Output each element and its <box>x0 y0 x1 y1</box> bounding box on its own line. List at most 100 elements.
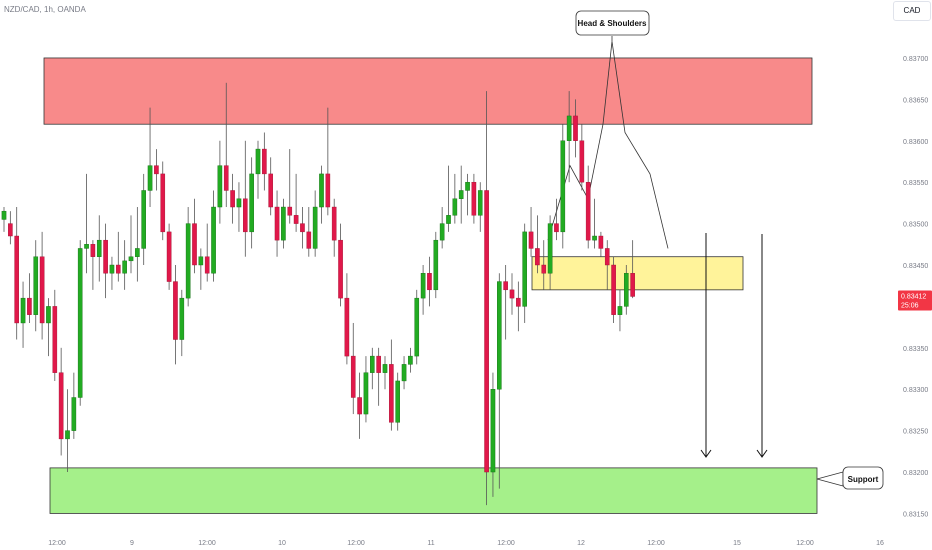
candle-up <box>312 206 318 249</box>
countdown-label: 25:06 <box>901 302 919 309</box>
price-tick-label: 0.83350 <box>903 346 928 353</box>
candle-down <box>204 256 210 274</box>
candle-down <box>115 264 121 274</box>
candle-up <box>77 248 83 398</box>
candle-up <box>477 190 483 216</box>
candle-down <box>166 231 172 282</box>
candle-down <box>52 306 58 373</box>
candle-down <box>306 231 312 249</box>
candle-down <box>268 173 274 208</box>
candle-down <box>223 165 229 191</box>
candle-down <box>509 289 515 299</box>
candle-up <box>281 206 286 241</box>
candle-down <box>27 297 32 315</box>
candle-down <box>103 239 108 274</box>
time-tick-label: 12:00 <box>198 540 216 547</box>
neckline-zone <box>531 256 744 291</box>
candle-down <box>192 223 197 266</box>
candle-up <box>401 364 407 382</box>
candle-up <box>617 306 623 315</box>
candle-down <box>484 190 489 473</box>
price-tick-label: 0.83500 <box>903 222 928 229</box>
candle-down <box>471 181 477 216</box>
candle-up <box>408 355 413 365</box>
time-tick-label: 16 <box>876 540 884 547</box>
candle-up <box>624 273 629 307</box>
candle-up <box>236 198 242 208</box>
candle-down <box>338 239 343 299</box>
candle-down <box>598 235 604 249</box>
price-tick-label: 0.83300 <box>903 387 928 394</box>
time-tick-label: 12:00 <box>347 540 365 547</box>
candle-up <box>46 306 51 324</box>
candle-up <box>522 231 527 307</box>
time-tick-label: 15 <box>733 540 741 547</box>
symbol-line: NZD/CAD, 1h, OANDA <box>4 5 86 14</box>
candle-up <box>458 190 464 199</box>
candle-up <box>20 297 26 324</box>
candle-up <box>135 248 140 257</box>
candle-down <box>262 148 267 175</box>
candle-up <box>452 198 458 216</box>
candle-down <box>325 173 331 208</box>
candle-up <box>465 181 470 191</box>
head-shoulders-callout <box>575 10 650 36</box>
candle-down <box>376 355 381 373</box>
candle-up <box>497 281 502 390</box>
candle-down <box>8 223 13 237</box>
candle-up <box>71 397 77 431</box>
price-tick-label: 0.83250 <box>903 429 928 436</box>
candle-down <box>427 273 432 291</box>
candle-down <box>535 248 540 266</box>
candles <box>1 82 635 506</box>
candle-down <box>58 372 64 440</box>
candle-down <box>357 397 362 415</box>
support-label: Support <box>848 475 879 484</box>
target-arrow-icon <box>756 449 768 458</box>
candle-down <box>274 206 280 241</box>
candle-down <box>350 355 356 398</box>
candle-up <box>255 148 261 175</box>
price-tick-label: 0.83550 <box>903 180 928 187</box>
price-axis: 0.837500.837000.836500.836000.835500.835… <box>898 15 932 518</box>
head-shoulders-label: Head & Shoulders <box>578 19 647 28</box>
current-price-tag <box>898 290 932 311</box>
candle-down <box>554 223 559 233</box>
time-tick-label: 12 <box>577 540 585 547</box>
candle-up <box>84 244 89 249</box>
candle-down <box>585 181 591 241</box>
candle-down <box>389 364 394 423</box>
price-tick-label: 0.83450 <box>903 263 928 270</box>
candle-down <box>173 281 178 340</box>
currency-button[interactable]: CAD <box>893 1 931 21</box>
candle-up <box>382 364 388 373</box>
candle-down <box>242 198 248 233</box>
time-tick-label: 12:00 <box>497 540 515 547</box>
candle-down <box>630 273 635 297</box>
candle-down <box>300 223 305 233</box>
candle-down <box>604 248 610 266</box>
time-tick-label: 12:00 <box>647 540 665 547</box>
candle-down <box>503 281 508 291</box>
time-tick-label: 11 <box>427 540 434 547</box>
candle-up <box>446 215 451 224</box>
support-callout-pointer <box>816 471 844 487</box>
candle-down <box>331 206 337 241</box>
candle-up <box>566 115 572 141</box>
candle-up <box>490 389 496 473</box>
candle-up <box>109 264 115 274</box>
candle-up <box>1 210 7 220</box>
candle-down <box>516 297 521 307</box>
support-callout <box>842 466 884 490</box>
candle-up <box>217 165 223 208</box>
candle-down <box>541 264 547 274</box>
candle-up <box>122 260 127 274</box>
candle-up <box>439 223 445 241</box>
candle-down <box>14 235 20 324</box>
price-tick-label: 0.83600 <box>903 139 928 146</box>
candle-up <box>560 140 566 233</box>
candle-down <box>160 173 166 233</box>
candle-up <box>420 273 426 299</box>
candle-up <box>96 239 102 257</box>
